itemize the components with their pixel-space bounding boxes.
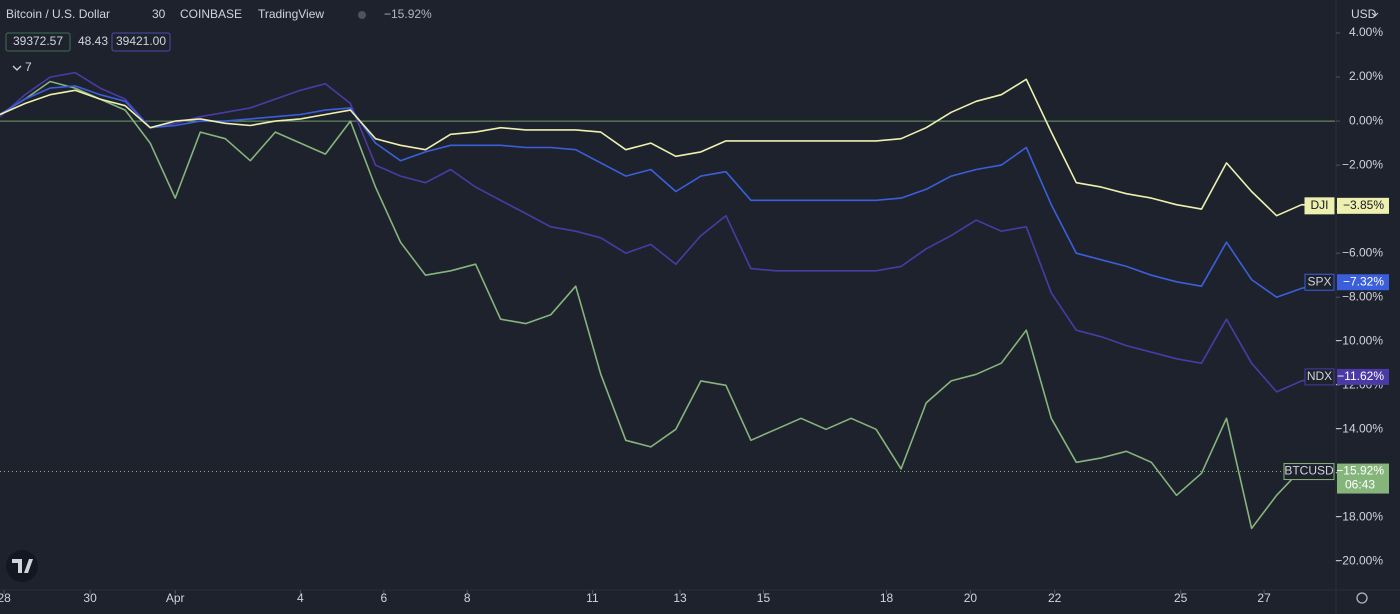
last-value-box <box>1337 463 1389 494</box>
x-tick-label: 6 <box>380 591 387 605</box>
y-tick-label: 2.00% <box>1349 69 1383 83</box>
series-name: BTCUSD <box>1284 464 1334 478</box>
y-tick-label: −14.00% <box>1335 421 1383 435</box>
settings-icon[interactable] <box>1356 592 1368 604</box>
y-tick-label: −20.00% <box>1335 554 1383 568</box>
currency[interactable]: USD <box>1351 7 1377 21</box>
x-tick-label: 13 <box>673 591 687 605</box>
last-value-box <box>1337 368 1389 385</box>
last-value-box <box>1337 197 1389 214</box>
x-tick-label: 22 <box>1048 591 1062 605</box>
y-tick-label: 4.00% <box>1349 25 1383 39</box>
y-tick-label: 0.00% <box>1349 113 1383 127</box>
y-tick-label: −10.00% <box>1335 333 1383 347</box>
x-tick-label: 4 <box>297 591 304 605</box>
y-tick-label: −18.00% <box>1335 510 1383 524</box>
x-tick-label: 18 <box>880 591 894 605</box>
series-line <box>0 71 1327 393</box>
series-name: SPX <box>1307 274 1331 288</box>
x-tick-label: 11 <box>586 591 599 605</box>
source: TradingView <box>258 7 324 21</box>
x-tick-label: 25 <box>1174 591 1188 605</box>
x-tick-label: 27 <box>1257 591 1271 605</box>
interval: 30 <box>152 7 166 21</box>
last-value-label: −3.85% <box>1343 198 1384 212</box>
bid-box[interactable] <box>5 32 71 52</box>
x-tick-label: 30 <box>83 591 97 605</box>
spread: 48.43 <box>78 34 108 48</box>
status-dot <box>358 11 366 19</box>
ask[interactable]: 39421.00 <box>116 34 166 48</box>
last-value-label: −7.32% <box>1343 274 1384 288</box>
last-value-label: −15.92% <box>1336 464 1384 478</box>
series-name: NDX <box>1307 369 1332 383</box>
x-tick-label: 8 <box>464 591 471 605</box>
series-name-box <box>1304 368 1335 386</box>
series-line <box>0 80 1327 530</box>
indicators-chevron[interactable] <box>12 65 22 71</box>
exchange: COINBASE <box>180 7 242 21</box>
y-tick-label: −6.00% <box>1342 245 1383 259</box>
symbol: Bitcoin / U.S. Dollar <box>6 7 110 21</box>
ask-box[interactable] <box>111 32 171 52</box>
y-tick-label: −2.00% <box>1342 157 1383 171</box>
last-value-box <box>1337 274 1389 291</box>
currency-chevron[interactable] <box>1371 12 1379 17</box>
x-tick-label: Apr <box>166 591 185 605</box>
y-tick-label: −8.00% <box>1342 289 1383 303</box>
plot: 4.00%2.00%0.00%−2.00%−4.00%−6.00%−8.00%−… <box>0 25 1389 605</box>
last-value-label: −11.62% <box>1337 369 1384 383</box>
countdown: 06:43 <box>1345 478 1375 492</box>
series-name-box <box>1304 197 1335 215</box>
bid[interactable]: 39372.57 <box>13 34 63 48</box>
change: −15.92% <box>384 7 432 21</box>
series-name: DJI <box>1311 198 1329 212</box>
series-name-box <box>1304 273 1335 291</box>
x-tick-label: 28 <box>0 591 11 605</box>
series-line <box>0 78 1327 217</box>
logo-mark <box>12 559 33 573</box>
x-tick-label: 20 <box>964 591 978 605</box>
series-line <box>0 85 1327 298</box>
indicators-count[interactable]: 7 <box>25 60 32 74</box>
series-name-box <box>1283 463 1335 481</box>
x-tick-label: 15 <box>757 591 771 605</box>
